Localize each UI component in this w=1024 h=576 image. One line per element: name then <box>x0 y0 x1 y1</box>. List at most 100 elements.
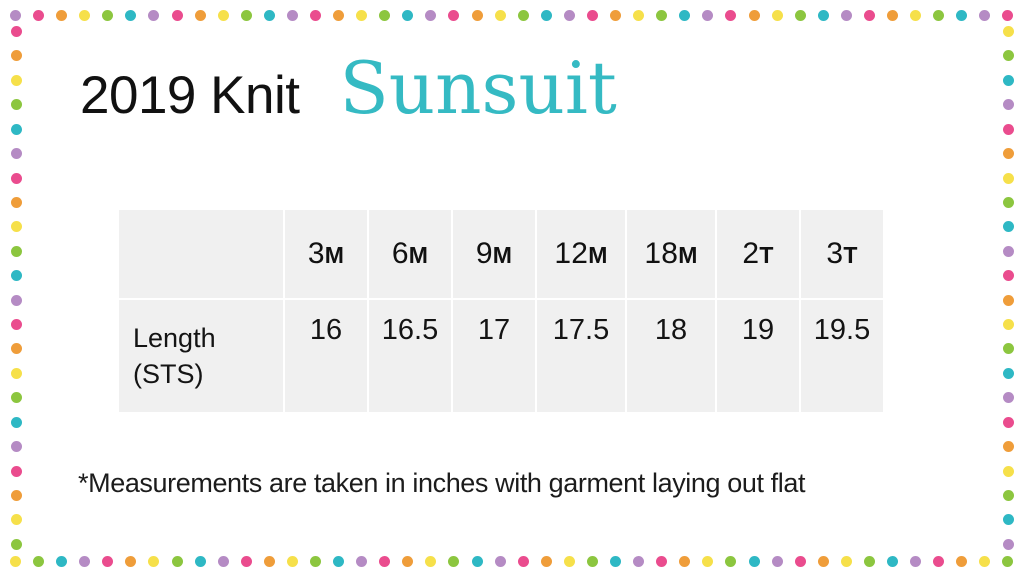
border-dot-pink <box>171 9 183 21</box>
border-dot-teal <box>125 9 137 21</box>
border-dot-yellow <box>10 514 22 526</box>
border-dot-orange <box>886 9 898 21</box>
header-size-unit: M <box>408 242 429 268</box>
cell-length-18m: 18 <box>627 300 715 412</box>
header-size-unit: M <box>588 242 608 268</box>
border-dot-orange <box>10 490 22 502</box>
header-size-value: 12 <box>554 237 589 270</box>
border-dot-pink <box>240 555 252 567</box>
border-dot-teal <box>886 555 898 567</box>
border-dot-purple <box>1002 392 1014 404</box>
border-dot-pink <box>933 555 945 567</box>
border-dot-purple <box>771 555 783 567</box>
border-dot-pink <box>379 555 391 567</box>
border-dot-yellow <box>286 555 298 567</box>
header-size-value: 2 <box>742 237 760 270</box>
border-dot-teal <box>402 9 414 21</box>
border-dot-green <box>10 538 22 550</box>
header-size-value: 3 <box>826 237 844 270</box>
page-title-script: Sunsuit <box>339 46 617 130</box>
border-dot-orange <box>1002 441 1014 453</box>
border-dot-yellow <box>10 367 22 379</box>
row-label-line1: Length <box>133 322 216 353</box>
border-dot-purple <box>10 441 22 453</box>
border-dot-yellow <box>979 555 991 567</box>
border-dot-green <box>863 555 875 567</box>
border-dot-orange <box>610 9 622 21</box>
dot-column-right <box>1001 26 1015 550</box>
border-dot-pink <box>10 465 22 477</box>
border-dot-orange <box>10 196 22 208</box>
border-dot-teal <box>471 555 483 567</box>
border-dot-purple <box>702 9 714 21</box>
dot-column-left <box>9 26 23 550</box>
border-dot-yellow <box>563 555 575 567</box>
border-dot-yellow <box>1002 26 1014 37</box>
header-size-unit: T <box>843 242 858 268</box>
table-header-row: 3M 6M 9M 12M 18M 2T 3T <box>119 210 883 298</box>
border-dot-orange <box>402 555 414 567</box>
border-dot-pink <box>1002 416 1014 428</box>
border-dot-pink <box>1002 270 1014 282</box>
border-dot-purple <box>356 555 368 567</box>
border-dot-green <box>379 9 391 21</box>
border-dot-yellow <box>1002 465 1014 477</box>
page-title: 2019 Knit Sunsuit <box>80 52 617 124</box>
border-dot-green <box>1002 555 1014 567</box>
border-dot-teal <box>10 123 22 135</box>
dot-row-top <box>10 8 1014 22</box>
border-dot-teal <box>679 9 691 21</box>
border-dot-purple <box>633 555 645 567</box>
border-dot-teal <box>1002 367 1014 379</box>
cell-length-6m: 16.5 <box>369 300 451 412</box>
border-dot-yellow <box>702 555 714 567</box>
cell-length-9m: 17 <box>453 300 535 412</box>
border-dot-teal <box>610 555 622 567</box>
border-dot-orange <box>679 555 691 567</box>
border-dot-orange <box>194 9 206 21</box>
border-dot-green <box>725 555 737 567</box>
border-dot-yellow <box>1002 172 1014 184</box>
table-header-12m: 12M <box>537 210 625 298</box>
border-dot-orange <box>10 50 22 62</box>
table-header-18m: 18M <box>627 210 715 298</box>
border-dot-green <box>171 555 183 567</box>
border-dot-teal <box>56 555 68 567</box>
cell-length-2t: 19 <box>717 300 799 412</box>
border-dot-orange <box>263 555 275 567</box>
border-dot-pink <box>586 9 598 21</box>
border-dot-yellow <box>633 9 645 21</box>
border-dot-purple <box>10 148 22 160</box>
border-dot-teal <box>817 9 829 21</box>
border-dot-orange <box>1002 294 1014 306</box>
border-dot-teal <box>333 555 345 567</box>
border-dot-purple <box>1002 538 1014 550</box>
table-header-3t: 3T <box>801 210 883 298</box>
border-dot-pink <box>10 319 22 331</box>
border-dot-pink <box>794 555 806 567</box>
row-label-length: Length (STS) <box>119 300 283 412</box>
table-header-3m: 3M <box>285 210 367 298</box>
border-dot-teal <box>1002 514 1014 526</box>
border-dot-teal <box>748 555 760 567</box>
table-header-6m: 6M <box>369 210 451 298</box>
border-dot-green <box>33 555 45 567</box>
border-dot-green <box>448 555 460 567</box>
page-title-main: 2019 Knit <box>80 66 300 125</box>
border-dot-yellow <box>771 9 783 21</box>
border-dot-pink <box>656 555 668 567</box>
border-dot-yellow <box>494 9 506 21</box>
border-dot-yellow <box>840 555 852 567</box>
border-dot-purple <box>425 9 437 21</box>
border-dot-green <box>933 9 945 21</box>
border-dot-purple <box>217 555 229 567</box>
border-dot-purple <box>494 555 506 567</box>
border-dot-purple <box>148 9 160 21</box>
table-row: Length (STS) 16 16.5 17 17.5 18 19 19.5 <box>119 300 883 412</box>
border-dot-green <box>10 245 22 257</box>
header-size-value: 9 <box>475 237 493 270</box>
border-dot-yellow <box>148 555 160 567</box>
border-dot-yellow <box>10 221 22 233</box>
row-label-line2: (STS) <box>133 359 204 389</box>
